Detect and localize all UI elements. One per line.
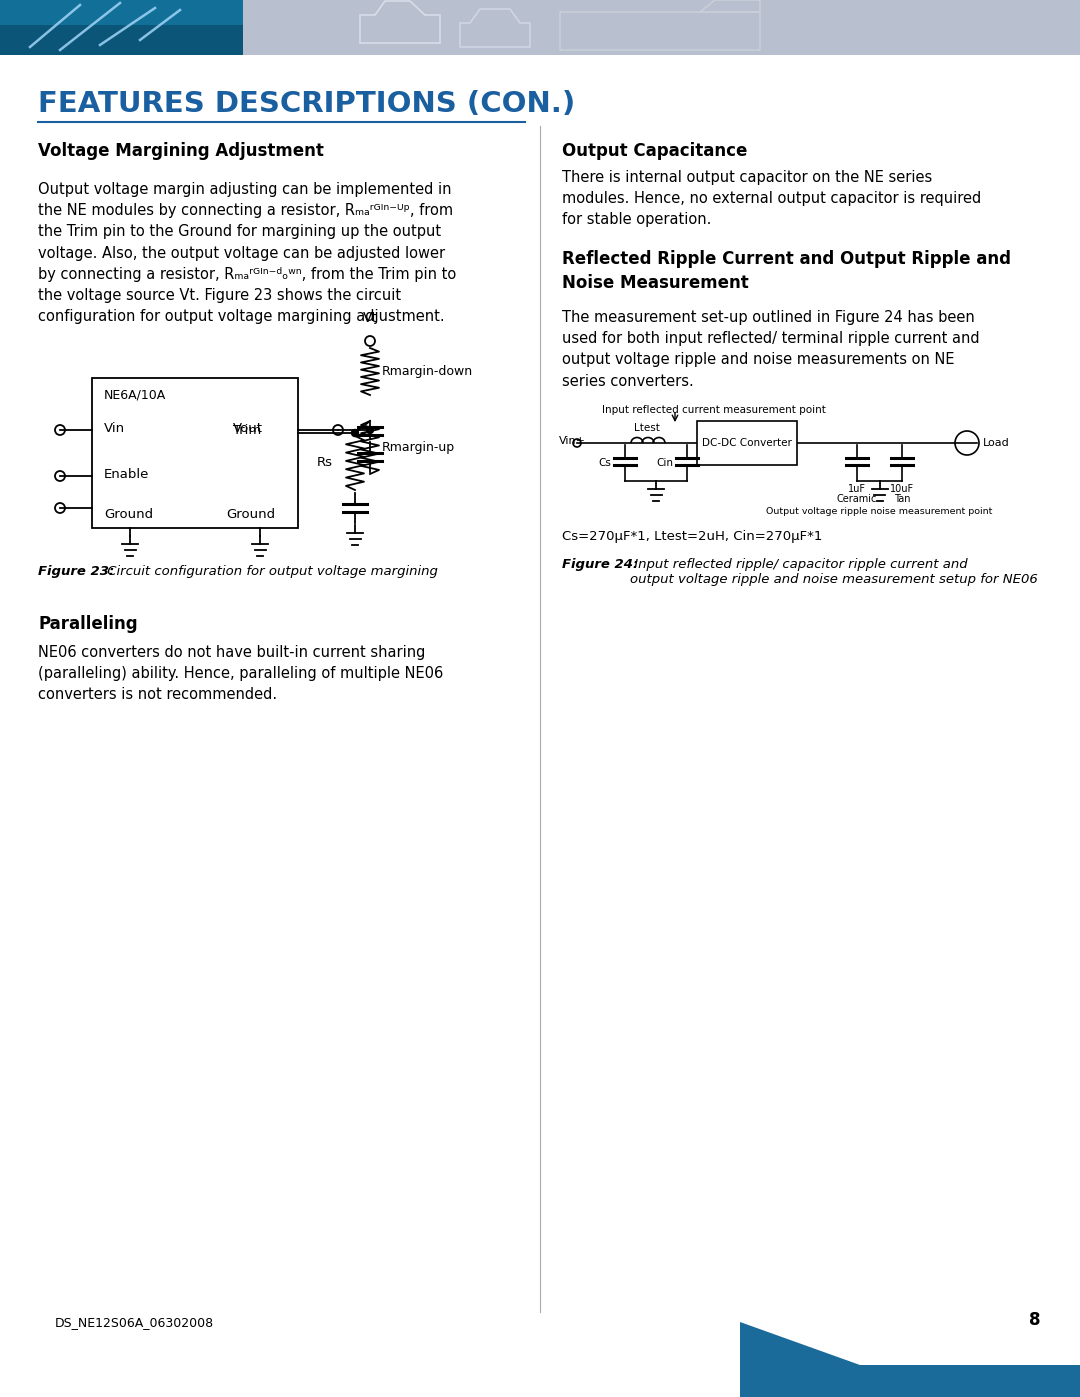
Text: Cs=270μF*1, Ltest=2uH, Cin=270μF*1: Cs=270μF*1, Ltest=2uH, Cin=270μF*1 <box>562 529 822 543</box>
Text: Rmargin-up: Rmargin-up <box>382 441 455 454</box>
Text: Vin: Vin <box>104 422 125 434</box>
Text: Load: Load <box>983 439 1010 448</box>
Bar <box>740 1365 1080 1397</box>
Text: Vout: Vout <box>233 422 264 434</box>
Text: Reflected Ripple Current and Output Ripple and: Reflected Ripple Current and Output Ripp… <box>562 250 1011 268</box>
Bar <box>0 0 1080 54</box>
Text: Voltage Margining Adjustment: Voltage Margining Adjustment <box>38 142 324 161</box>
Text: Rs: Rs <box>318 457 333 469</box>
Text: DS_NE12S06A_06302008: DS_NE12S06A_06302008 <box>55 1316 214 1329</box>
Text: Paralleling: Paralleling <box>38 615 137 633</box>
Text: Figure 23:: Figure 23: <box>38 564 114 578</box>
Text: Cs: Cs <box>598 458 611 468</box>
Text: Output Capacitance: Output Capacitance <box>562 142 747 161</box>
Text: 8: 8 <box>1028 1310 1040 1329</box>
Text: NE06 converters do not have built-in current sharing
(paralleling) ability. Henc: NE06 converters do not have built-in cur… <box>38 645 443 703</box>
Bar <box>697 420 797 465</box>
Text: The measurement set-up outlined in Figure 24 has been
used for both input reflec: The measurement set-up outlined in Figur… <box>562 310 980 388</box>
Text: Ground: Ground <box>226 507 275 521</box>
Text: Rmargin-down: Rmargin-down <box>382 365 473 379</box>
Text: Circuit configuration for output voltage margining: Circuit configuration for output voltage… <box>103 564 437 578</box>
Text: Output voltage margin adjusting can be implemented in
the NE modules by connecti: Output voltage margin adjusting can be i… <box>38 182 456 324</box>
Circle shape <box>351 429 359 436</box>
Text: Cin: Cin <box>656 458 673 468</box>
Text: FEATURES DESCRIPTIONS (CON.): FEATURES DESCRIPTIONS (CON.) <box>38 89 576 117</box>
Text: Trim: Trim <box>233 425 261 437</box>
Text: Output voltage ripple noise measurement point: Output voltage ripple noise measurement … <box>767 507 993 515</box>
Text: Ground: Ground <box>104 507 153 521</box>
Circle shape <box>366 426 374 433</box>
Text: Enable: Enable <box>104 468 149 481</box>
Bar <box>92 379 298 528</box>
Text: 10uF: 10uF <box>890 483 914 495</box>
Bar <box>0 0 243 25</box>
Text: DC-DC Converter: DC-DC Converter <box>702 439 792 448</box>
Polygon shape <box>740 1322 860 1365</box>
Bar <box>0 0 243 54</box>
Text: Input reflected ripple/ capacitor ripple current and
output voltage ripple and n: Input reflected ripple/ capacitor ripple… <box>630 557 1038 585</box>
Text: Vt: Vt <box>363 312 378 326</box>
Text: 1uF: 1uF <box>848 483 866 495</box>
Text: There is internal output capacitor on the NE series
modules. Hence, no external : There is internal output capacitor on th… <box>562 170 982 228</box>
Text: Vin+: Vin+ <box>559 436 586 446</box>
Text: NE6A/10A: NE6A/10A <box>104 388 166 401</box>
Text: Noise Measurement: Noise Measurement <box>562 274 748 292</box>
Text: Figure 24:: Figure 24: <box>562 557 638 571</box>
Text: Input reflected current measurement point: Input reflected current measurement poin… <box>602 405 826 415</box>
Text: Ceramic: Ceramic <box>837 495 877 504</box>
Text: Ltest: Ltest <box>634 423 660 433</box>
Text: Tan: Tan <box>894 495 910 504</box>
